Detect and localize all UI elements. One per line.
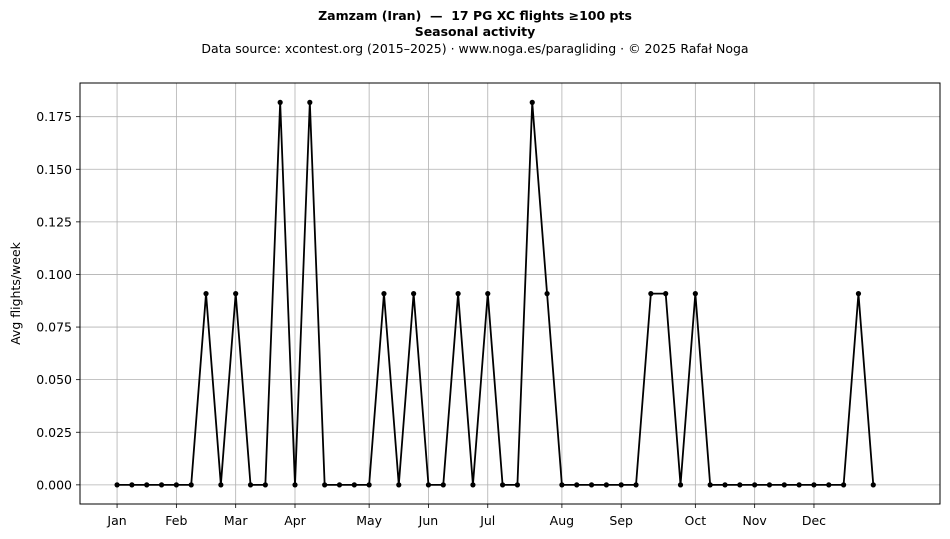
y-tick-label: 0.050	[36, 372, 72, 387]
data-point	[707, 482, 713, 488]
data-point	[574, 482, 580, 488]
x-tick-label: Mar	[224, 513, 248, 528]
data-point	[766, 482, 773, 488]
data-point	[203, 291, 209, 297]
data-point	[233, 291, 239, 297]
x-tick-label: Oct	[685, 513, 707, 528]
data-point	[173, 482, 179, 488]
data-point	[663, 291, 669, 297]
data-point	[425, 482, 432, 488]
data-point	[722, 482, 728, 488]
chart-title: Zamzam (Iran) — 17 PG XC flights ≥100 pt…	[318, 8, 632, 23]
data-point	[144, 482, 150, 488]
plot-frame	[79, 82, 941, 505]
data-point	[588, 482, 595, 488]
data-point	[811, 482, 817, 488]
y-axis-label: Avg flights/week	[8, 241, 23, 345]
x-tick-label: Feb	[165, 513, 187, 528]
chart-title-block: Zamzam (Iran) — 17 PG XC flights ≥100 pt…	[0, 8, 950, 58]
data-point	[529, 99, 535, 105]
data-point	[277, 99, 283, 105]
x-tick-label: Dec	[802, 513, 826, 528]
x-tick-label: Apr	[284, 513, 306, 528]
data-point	[247, 482, 254, 488]
data-point	[292, 482, 298, 488]
data-point	[855, 291, 862, 297]
x-tick-label: Sep	[609, 513, 633, 528]
data-point	[366, 482, 372, 488]
data-point	[692, 291, 698, 297]
data-point	[618, 482, 624, 488]
x-tick-label: Jun	[418, 513, 439, 528]
data-point	[129, 482, 135, 488]
data-point	[218, 482, 224, 488]
data-point	[485, 291, 491, 297]
series-line	[117, 101, 875, 486]
data-point	[796, 482, 802, 488]
data-point	[870, 482, 876, 488]
data-point	[411, 291, 417, 297]
data-point	[603, 482, 609, 488]
data-point	[826, 482, 832, 488]
x-tick-label: May	[356, 513, 382, 528]
data-point	[351, 482, 357, 488]
data-layer	[114, 99, 876, 488]
data-point	[841, 482, 847, 488]
data-point	[737, 482, 743, 488]
data-point	[114, 482, 120, 488]
x-tick-label: Jul	[479, 513, 495, 528]
data-point	[470, 482, 476, 488]
data-point	[158, 482, 165, 488]
data-point	[648, 291, 654, 297]
data-point	[559, 482, 565, 488]
data-point	[781, 482, 787, 488]
data-point	[336, 482, 343, 488]
data-point	[262, 482, 268, 488]
data-point	[381, 291, 387, 297]
x-tick-label: Jan	[106, 513, 126, 528]
data-point	[633, 482, 639, 488]
y-tick-label: 0.150	[36, 162, 72, 177]
grid	[80, 83, 940, 504]
y-tick-label: 0.000	[36, 477, 72, 492]
axes: Jan Feb Mar Apr May Jun Jul Aug Sep Oct Nov Dec 0.00…	[36, 109, 826, 528]
x-tick-label: Nov	[742, 513, 767, 528]
data-point	[544, 291, 550, 297]
data-point	[322, 482, 328, 488]
y-tick-label: 0.025	[36, 425, 72, 440]
y-tick-label: 0.100	[36, 267, 72, 282]
data-point	[514, 482, 521, 488]
data-point	[396, 482, 402, 488]
data-point	[455, 291, 461, 297]
data-point	[752, 482, 758, 488]
data-point	[677, 482, 684, 488]
y-tick-label: 0.175	[36, 109, 72, 124]
data-point	[188, 482, 194, 488]
chart-source: Data source: xcontest.org (2015–2025) · …	[201, 41, 749, 56]
y-tick-label: 0.075	[36, 320, 72, 335]
y-tick-label: 0.125	[36, 214, 72, 229]
data-point	[440, 482, 446, 488]
chart-subtitle: Seasonal activity	[414, 24, 536, 39]
x-tick-label: Aug	[550, 513, 574, 528]
data-point	[499, 482, 506, 488]
data-point	[307, 99, 313, 105]
